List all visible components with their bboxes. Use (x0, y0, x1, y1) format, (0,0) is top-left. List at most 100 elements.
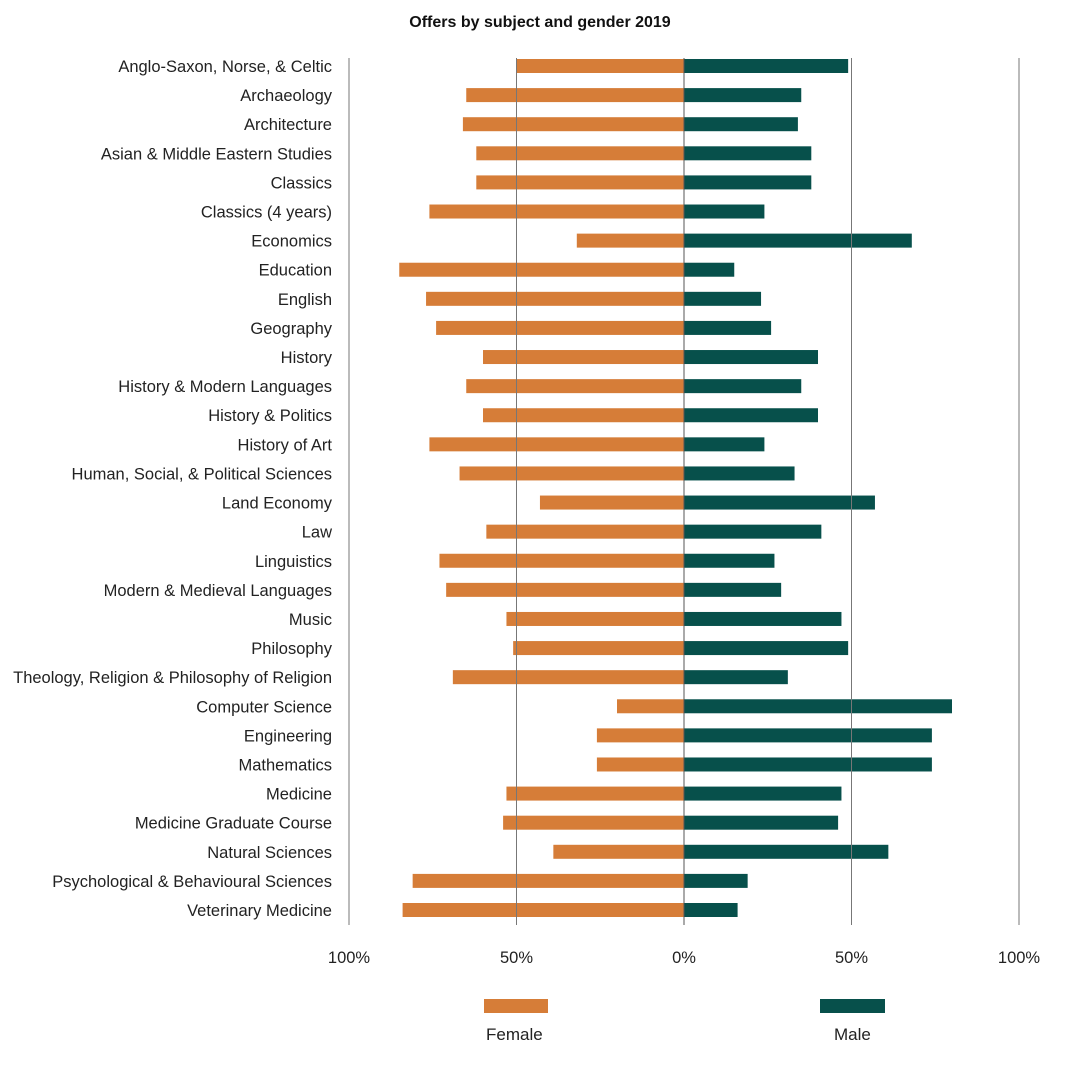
bar-female (466, 379, 684, 394)
category-label: Land Economy (222, 495, 333, 513)
x-tick-label: 100% (998, 949, 1041, 967)
bar-male (684, 699, 952, 714)
bar-male (684, 59, 849, 73)
bar-male (684, 641, 849, 656)
bar-male (684, 88, 802, 103)
bar-male (684, 728, 932, 743)
bar-female (596, 728, 684, 743)
category-label: Archaeology (240, 87, 332, 105)
category-label: Computer Science (196, 698, 332, 716)
category-label: Economics (251, 233, 332, 251)
bar-female (429, 204, 684, 219)
category-label: Education (259, 262, 332, 280)
legend-label-male: Male (834, 1025, 871, 1044)
category-label: Geography (250, 320, 332, 338)
category-label: Natural Sciences (207, 844, 332, 862)
bar-female (446, 582, 684, 597)
legend-swatch-male (820, 999, 885, 1013)
category-label: Psychological & Behavioural Sciences (52, 873, 332, 891)
bar-female (399, 262, 684, 277)
bar-female (617, 699, 684, 714)
category-label: Classics (4 years) (201, 204, 332, 222)
bar-female (459, 466, 684, 481)
chart-title: Offers by subject and gender 2019 (409, 14, 671, 31)
bar-female (503, 815, 684, 830)
bar-female (596, 757, 684, 772)
bar-male (684, 553, 775, 568)
category-label: Asian & Middle Eastern Studies (101, 145, 332, 163)
category-label: Architecture (244, 116, 332, 134)
bar-female (402, 903, 684, 917)
category-label: History of Art (238, 436, 333, 454)
category-label: Modern & Medieval Languages (104, 582, 332, 600)
bar-male (684, 873, 748, 888)
bar-female (439, 553, 684, 568)
bar-female (426, 291, 684, 306)
category-label: English (278, 291, 332, 309)
bar-male (684, 262, 735, 277)
bar-female (476, 146, 684, 161)
bar-male (684, 320, 772, 335)
category-label: History (281, 349, 333, 367)
bar-male (684, 757, 932, 772)
bar-male (684, 146, 812, 161)
bar-male (684, 582, 782, 597)
bar-male (684, 670, 788, 685)
x-tick-label: 0% (672, 949, 696, 967)
bar-female (466, 88, 684, 103)
category-label: Anglo-Saxon, Norse, & Celtic (118, 58, 332, 76)
category-label: Mathematics (238, 756, 332, 774)
bar-male (684, 204, 765, 219)
bar-female (452, 670, 684, 685)
bar-female (462, 117, 684, 132)
category-label: Linguistics (255, 553, 332, 571)
bar-female (483, 408, 684, 423)
category-label: Philosophy (251, 640, 332, 658)
category-label: Engineering (244, 727, 332, 745)
category-label: Medicine Graduate Course (135, 815, 332, 833)
bar-male (684, 466, 795, 481)
bar-male (684, 408, 818, 423)
bar-female (483, 350, 684, 365)
x-tick-label: 50% (500, 949, 533, 967)
category-label: Law (302, 524, 332, 542)
bar-female (576, 233, 684, 248)
bar-male (684, 175, 812, 190)
bar-male (684, 524, 822, 539)
category-label: Classics (271, 174, 332, 192)
x-tick-label: 100% (328, 949, 371, 967)
bar-male (684, 117, 798, 132)
bar-male (684, 350, 818, 365)
bar-male (684, 437, 765, 452)
bar-male (684, 611, 842, 626)
bar-female (516, 59, 684, 73)
category-label: History & Modern Languages (118, 378, 332, 396)
bar-female (539, 495, 684, 510)
bar-female (429, 437, 684, 452)
bar-female (553, 844, 684, 859)
bar-female (506, 786, 684, 801)
category-label: Human, Social, & Political Sciences (72, 465, 332, 483)
bar-male (684, 495, 875, 510)
bar-male (684, 233, 912, 248)
bar-female (513, 641, 684, 656)
bar-male (684, 815, 839, 830)
category-label: Medicine (266, 786, 332, 804)
category-label: Theology, Religion & Philosophy of Relig… (13, 669, 332, 687)
category-label: Veterinary Medicine (187, 902, 332, 920)
bar-male (684, 379, 802, 394)
bar-female (476, 175, 684, 190)
bar-female (436, 320, 684, 335)
bar-female (506, 611, 684, 626)
x-tick-label: 50% (835, 949, 868, 967)
bar-female (486, 524, 684, 539)
bar-male (684, 903, 738, 917)
bar-female (412, 873, 684, 888)
bar-male (684, 786, 842, 801)
category-label: Music (289, 611, 332, 629)
legend-swatch-female (484, 999, 548, 1013)
category-label: History & Politics (208, 407, 332, 425)
bar-male (684, 844, 889, 859)
bar-male (684, 291, 762, 306)
